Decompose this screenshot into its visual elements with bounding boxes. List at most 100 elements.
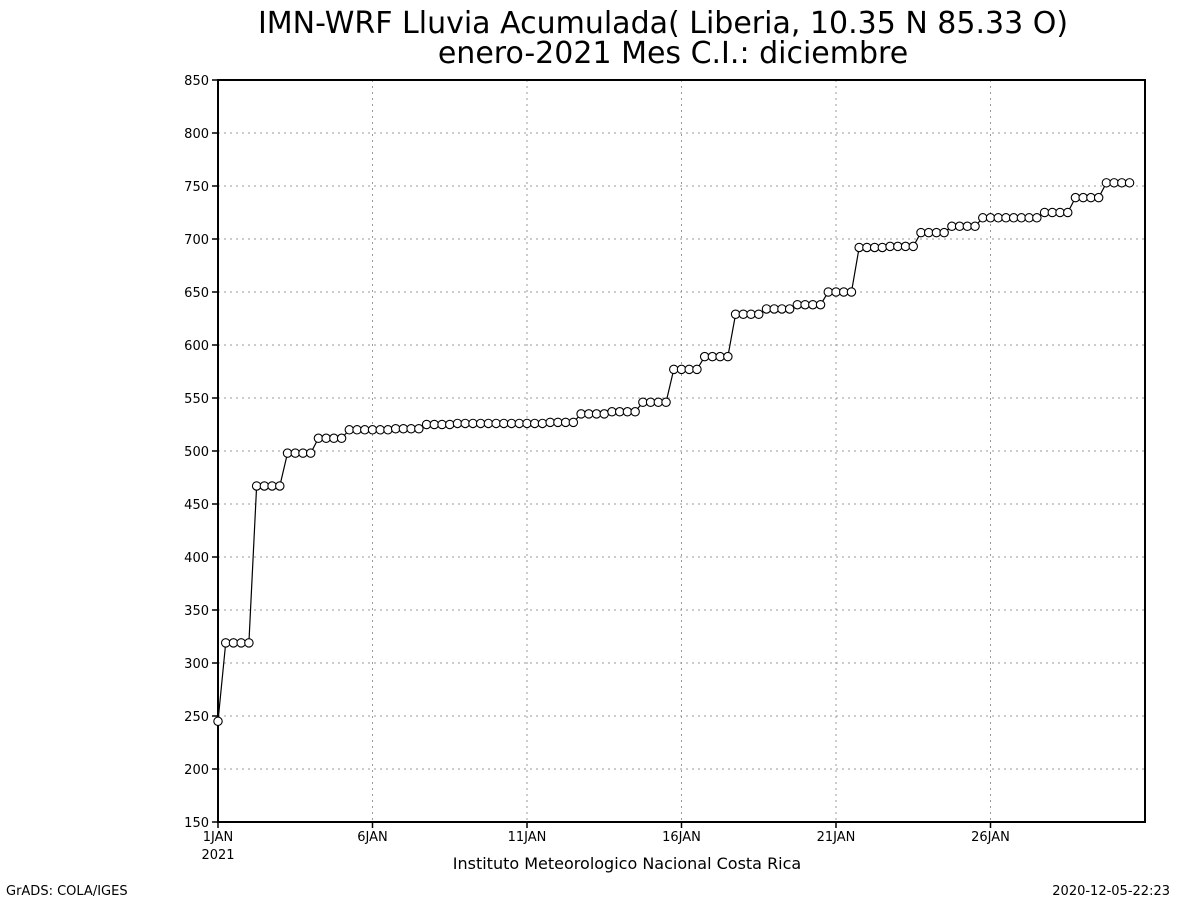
y-axis-ticks: 150 200 250 300 350 400 450 500 550 600 650 700 750 8… bbox=[184, 74, 218, 831]
data-point bbox=[869, 242, 880, 253]
grid-lines bbox=[218, 80, 1145, 822]
data-point bbox=[1117, 178, 1127, 188]
data-point bbox=[653, 397, 664, 407]
data-point bbox=[275, 481, 285, 491]
y-tick-label: 800 bbox=[184, 127, 209, 142]
data-point bbox=[529, 418, 540, 429]
data-point bbox=[893, 241, 903, 252]
data-point bbox=[437, 419, 447, 430]
data-point bbox=[452, 418, 463, 429]
chart-title: IMN-WRF Lluvia Acumulada( Liberia, 10.35… bbox=[258, 6, 1068, 41]
chart-subtitle: enero-2021 Mes C.I.: diciembre bbox=[438, 36, 908, 71]
data-point bbox=[1047, 207, 1058, 218]
data-point bbox=[699, 351, 710, 362]
data-point bbox=[390, 423, 401, 434]
data-point bbox=[491, 418, 501, 429]
x-tick-label: 21JAN bbox=[817, 830, 856, 845]
data-point bbox=[560, 417, 571, 428]
x-tick-label: 11JAN bbox=[508, 830, 547, 845]
data-point bbox=[692, 364, 702, 375]
data-point bbox=[553, 417, 563, 428]
data-point bbox=[568, 417, 579, 428]
footer-left: GrADS: COLA/IGES bbox=[6, 884, 128, 899]
data-point bbox=[931, 227, 942, 238]
data-point bbox=[421, 419, 432, 430]
data-point bbox=[383, 425, 393, 435]
data-point bbox=[638, 397, 648, 407]
data-point bbox=[947, 221, 957, 232]
x-tick-label: 1JAN bbox=[203, 830, 234, 845]
data-point bbox=[985, 213, 996, 223]
data-point bbox=[336, 433, 347, 444]
data-point bbox=[236, 638, 246, 648]
data-point bbox=[537, 418, 548, 429]
data-point bbox=[630, 407, 640, 417]
data-point bbox=[522, 418, 532, 429]
y-tick-label: 250 bbox=[184, 710, 209, 725]
data-point bbox=[784, 304, 795, 314]
x-axis-ticks: 1JAN 6JAN 11JAN 16JAN 21JAN 26JAN bbox=[203, 822, 1010, 845]
data-point bbox=[313, 433, 324, 444]
y-tick-label: 400 bbox=[184, 551, 209, 566]
data-point bbox=[676, 364, 687, 375]
data-point bbox=[622, 407, 633, 417]
data-point bbox=[321, 433, 331, 444]
data-point bbox=[576, 409, 586, 419]
data-point bbox=[228, 638, 239, 648]
data-point bbox=[251, 481, 262, 491]
data-point bbox=[846, 287, 857, 297]
data-point bbox=[475, 418, 486, 429]
y-tick-label: 750 bbox=[184, 180, 209, 195]
data-point bbox=[591, 409, 602, 419]
data-point bbox=[305, 448, 316, 458]
data-point bbox=[753, 309, 764, 320]
data-point bbox=[1055, 207, 1065, 218]
data-point bbox=[244, 638, 254, 648]
data-point bbox=[808, 299, 818, 310]
data-point bbox=[838, 287, 849, 297]
data-point bbox=[599, 409, 609, 419]
data-point bbox=[970, 221, 980, 232]
data-point bbox=[1124, 178, 1135, 188]
data-point bbox=[545, 417, 555, 428]
data-point bbox=[923, 227, 934, 238]
data-point bbox=[761, 304, 772, 314]
data-point bbox=[777, 304, 787, 314]
data-point bbox=[900, 241, 911, 252]
data-point bbox=[290, 448, 300, 458]
data-point bbox=[645, 397, 656, 407]
y-tick-label: 700 bbox=[184, 233, 209, 248]
data-point bbox=[1063, 207, 1073, 218]
data-point bbox=[962, 221, 973, 232]
data-point bbox=[730, 309, 741, 320]
data-point bbox=[584, 409, 594, 419]
data-point bbox=[800, 299, 810, 310]
y-tick-label: 300 bbox=[184, 657, 209, 672]
data-point bbox=[916, 227, 926, 238]
y-tick-label: 500 bbox=[184, 445, 209, 460]
data-point bbox=[908, 241, 918, 252]
data-point bbox=[506, 418, 517, 429]
data-point bbox=[329, 433, 339, 444]
data-point bbox=[298, 448, 308, 458]
data-point bbox=[1032, 213, 1042, 223]
data-point bbox=[499, 418, 509, 429]
y-tick-label: 650 bbox=[184, 286, 209, 301]
data-point bbox=[1086, 192, 1096, 203]
data-point bbox=[344, 425, 355, 435]
data-point bbox=[367, 425, 378, 435]
data-point bbox=[978, 213, 988, 223]
data-point bbox=[213, 716, 223, 727]
data-point bbox=[1008, 213, 1019, 223]
x-tick-label: 16JAN bbox=[662, 830, 701, 845]
data-point bbox=[1101, 178, 1112, 188]
series-precip bbox=[213, 178, 1135, 727]
y-tick-label: 450 bbox=[184, 498, 209, 513]
y-tick-label: 200 bbox=[184, 763, 209, 778]
data-point bbox=[1109, 178, 1119, 188]
data-point bbox=[1024, 213, 1034, 223]
data-point bbox=[862, 242, 872, 253]
data-point bbox=[746, 309, 756, 320]
data-point bbox=[854, 242, 864, 253]
